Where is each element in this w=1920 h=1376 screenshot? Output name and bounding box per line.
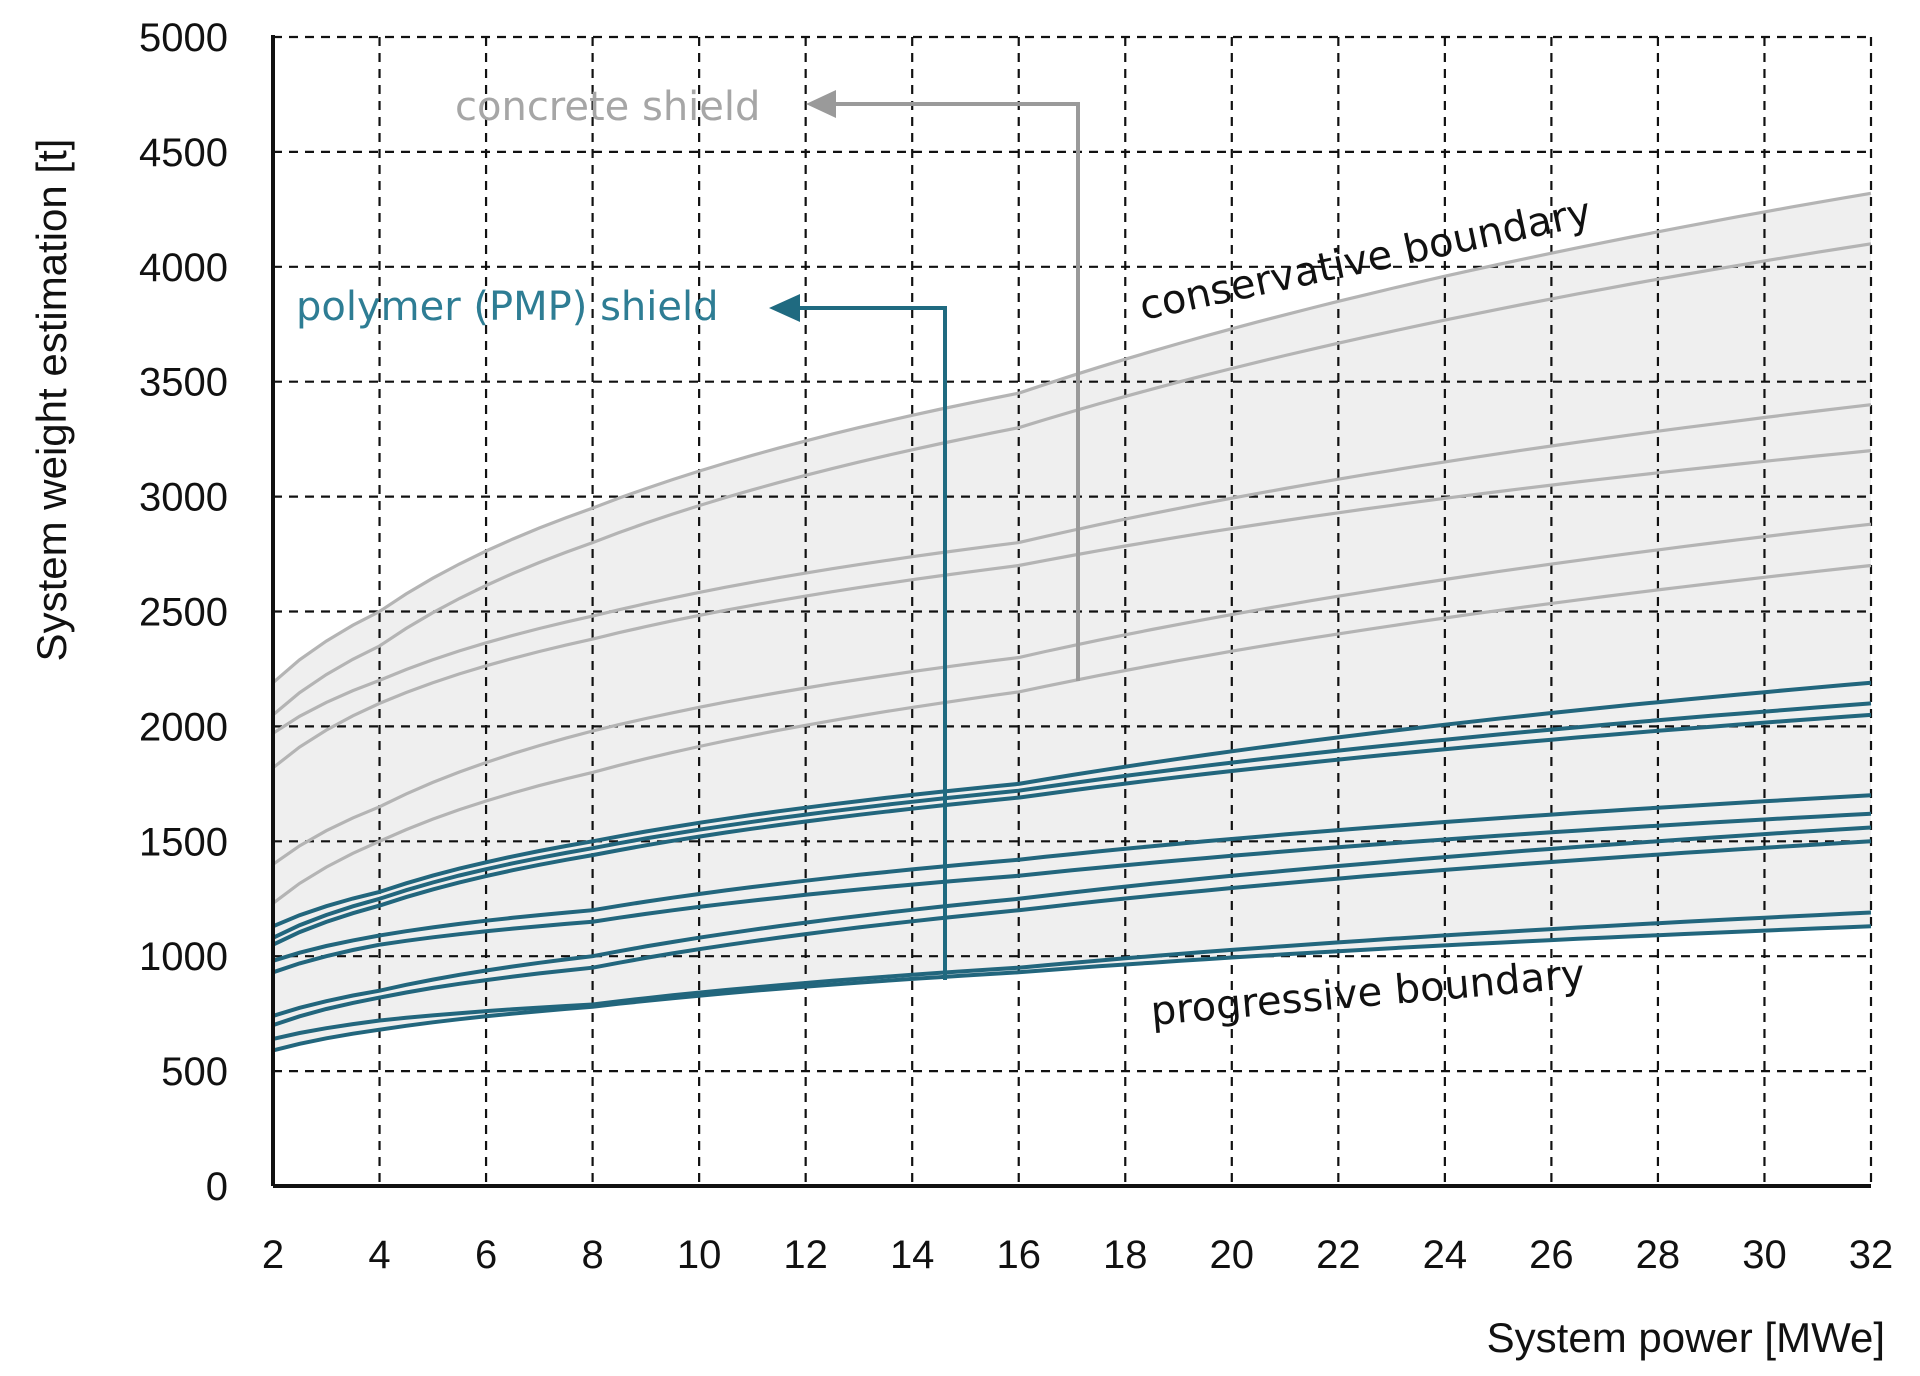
series-line-concrete-5 (272, 522, 1872, 866)
series-line-concrete-4 (272, 449, 1872, 770)
polymer-arrowhead-icon (769, 294, 800, 322)
x-tick-label: 12 (783, 1233, 828, 1277)
x-tick-label: 20 (1210, 1233, 1255, 1277)
polymer-shield-label: polymer (PMP) shield (296, 284, 718, 330)
x-tick-label: 10 (677, 1233, 722, 1277)
x-axis-title: System power [MWe] (1487, 1314, 1885, 1361)
series-line-polymer-9 (272, 924, 1872, 1053)
x-tick-label: 28 (1636, 1233, 1681, 1277)
series-line-concrete-2 (271, 242, 1872, 717)
x-tick-label: 6 (475, 1233, 497, 1277)
series-line-polymer-8 (272, 910, 1872, 1041)
series-line-concrete-6 (272, 563, 1872, 905)
series-line-concrete-1 (271, 191, 1872, 684)
x-tick-label: 4 (368, 1233, 390, 1277)
y-tick-label: 2500 (139, 591, 228, 635)
y-tick-label: 2000 (139, 705, 228, 749)
y-tick-label: 5000 (139, 16, 228, 60)
y-tick-label: 1000 (139, 935, 228, 979)
tick-labels: 2 4 6 8 10 12 14 16 18 20 22 24 26 28 30 32050010001500… (139, 16, 1893, 1277)
x-tick-label: 18 (1103, 1233, 1148, 1277)
y-tick-label: 3000 (139, 476, 228, 520)
x-tick-label: 2 (262, 1233, 284, 1277)
series-lines (271, 191, 1872, 1053)
series-line-polymer-1 (272, 680, 1872, 929)
y-tick-label: 3500 (139, 361, 228, 405)
concrete-arrowhead-icon (806, 90, 836, 118)
y-tick-label: 4500 (139, 131, 228, 175)
series-line-polymer-5 (272, 811, 1872, 975)
series-line-polymer-4 (272, 793, 1872, 963)
x-tick-label: 26 (1529, 1233, 1574, 1277)
series-line-concrete-3 (272, 403, 1872, 735)
x-tick-label: 30 (1742, 1233, 1787, 1277)
axes (271, 35, 1871, 1188)
x-tick-label: 32 (1849, 1233, 1894, 1277)
polymer-shield-pointer (795, 306, 947, 980)
x-tick-label: 24 (1423, 1233, 1468, 1277)
series-line-polymer-3 (272, 712, 1872, 947)
concrete-shield-label: concrete shield (455, 84, 760, 130)
series-line-polymer-7 (272, 839, 1872, 1027)
y-tick-label: 500 (161, 1050, 228, 1094)
x-tick-label: 14 (890, 1233, 935, 1277)
y-tick-label: 4000 (139, 246, 228, 290)
x-tick-label: 16 (996, 1233, 1041, 1277)
x-tick-label: 8 (581, 1233, 603, 1277)
concrete-shield-pointer (830, 102, 1080, 681)
series-line-polymer-6 (272, 825, 1872, 1018)
y-tick-label: 1500 (139, 820, 228, 864)
y-axis-title: System weight estimation [t] (28, 139, 75, 662)
y-tick-label: 0 (206, 1165, 228, 1209)
x-tick-label: 22 (1316, 1233, 1361, 1277)
series-line-polymer-2 (272, 701, 1872, 940)
